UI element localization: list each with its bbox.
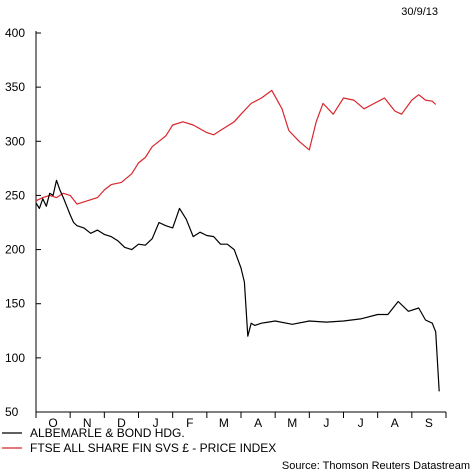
x-tick-label: M (287, 416, 297, 430)
x-tick-label: A (391, 416, 399, 430)
series-line (35, 179, 440, 392)
legend-label: ALBEMARLE & BOND HDG. (30, 426, 185, 440)
x-tick-label: S (425, 416, 433, 430)
plot-area (35, 89, 440, 392)
y-tick-label: 300 (5, 134, 25, 148)
x-tick-label: J (358, 416, 364, 430)
x-tick-label: F (186, 416, 193, 430)
y-tick-label: 150 (5, 297, 25, 311)
y-axis: 50 100 150 200 250 300 350 400 (5, 26, 41, 419)
y-tick-label: 250 (5, 188, 25, 202)
legend: ALBEMARLE & BOND HDG.FTSE ALL SHARE FIN … (2, 426, 276, 455)
chart-date: 30/9/13 (401, 6, 438, 18)
x-tick-label: J (153, 416, 159, 430)
y-tick-label: 400 (5, 26, 25, 40)
legend-label: FTSE ALL SHARE FIN SVS £ - PRICE INDEX (30, 441, 276, 455)
y-tick-label: 100 (5, 351, 25, 365)
series-line (35, 89, 437, 205)
y-tick-label: 350 (5, 80, 25, 94)
y-tick-label: 200 (5, 243, 25, 257)
x-tick-label: D (117, 416, 126, 430)
y-tick-label: 50 (5, 405, 19, 419)
chart-source: Source: Thomson Reuters Datastream (282, 460, 470, 472)
x-tick-label: N (83, 416, 92, 430)
x-tick-label: J (323, 416, 329, 430)
x-tick-label: O (48, 416, 57, 430)
x-tick-label: A (254, 416, 262, 430)
x-tick-label: M (219, 416, 229, 430)
